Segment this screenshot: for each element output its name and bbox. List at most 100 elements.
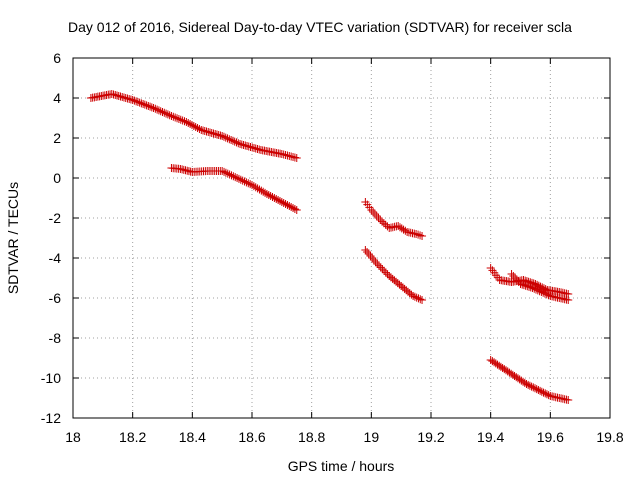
- data-point-track-6: [518, 280, 527, 289]
- data-point-track-6: [540, 289, 549, 298]
- data-point-track-4: [361, 246, 370, 254]
- data-point-track-1: [147, 103, 156, 112]
- data-point-track-2: [246, 180, 255, 189]
- y-tick-label: -10: [41, 370, 61, 386]
- x-tick-label: 18: [65, 429, 81, 445]
- x-tick-label: 19: [364, 429, 380, 445]
- data-point-track-6: [528, 284, 537, 292]
- data-point-track-1: [171, 113, 180, 122]
- data-point-track-1: [130, 96, 139, 105]
- data-point-track-7: [491, 359, 500, 368]
- data-point-track-6: [512, 276, 521, 284]
- data-point-track-1: [158, 108, 167, 116]
- data-point-track-7: [542, 390, 551, 399]
- data-point-track-6: [507, 270, 516, 278]
- data-point-track-2: [218, 167, 227, 175]
- data-point-track-7: [534, 386, 543, 394]
- data-point-track-1: [184, 119, 193, 127]
- data-point-track-2: [268, 193, 277, 201]
- y-tick-label: 4: [53, 90, 61, 106]
- data-point-track-3: [376, 216, 385, 224]
- data-point-track-6: [532, 285, 541, 294]
- data-point-track-2: [275, 197, 284, 205]
- data-point-track-2: [272, 195, 281, 203]
- y-tick-label: -2: [49, 210, 62, 226]
- data-point-track-1: [230, 137, 239, 146]
- data-point-track-6: [537, 288, 546, 296]
- data-point-track-1: [128, 96, 137, 104]
- y-tick-label: -6: [49, 290, 62, 306]
- data-point-track-4: [369, 256, 378, 264]
- data-point-track-1: [225, 135, 234, 144]
- data-point-track-2: [236, 175, 245, 184]
- data-point-track-7: [544, 391, 553, 400]
- data-point-track-4: [376, 263, 385, 272]
- data-point-track-4: [409, 292, 418, 300]
- data-point-track-7: [498, 364, 507, 372]
- data-point-track-4: [378, 265, 387, 274]
- data-point-track-1: [187, 121, 196, 129]
- data-point-track-1: [153, 105, 162, 114]
- data-point-track-1: [176, 115, 185, 124]
- data-point-track-2: [277, 198, 286, 206]
- data-point-track-1: [193, 124, 202, 132]
- data-point-track-1: [174, 115, 183, 123]
- data-point-track-2: [264, 191, 273, 199]
- data-point-track-2: [229, 172, 238, 181]
- data-point-track-1: [156, 107, 165, 116]
- x-tick-label: 19.4: [477, 429, 504, 445]
- x-tick-label: 18.6: [238, 429, 265, 445]
- data-point-track-7: [522, 380, 531, 388]
- data-point-track-1: [169, 112, 178, 121]
- data-point-track-3: [374, 214, 383, 222]
- data-point-track-3: [414, 230, 423, 239]
- data-point-track-7: [530, 384, 539, 393]
- data-point-track-1: [162, 109, 171, 118]
- data-point-track-2: [266, 192, 275, 200]
- data-point-track-4: [371, 258, 380, 266]
- x-tick-label: 18.4: [179, 429, 206, 445]
- data-point-track-1: [139, 100, 148, 108]
- data-point-track-1: [167, 112, 176, 120]
- data-point-track-1: [173, 114, 182, 123]
- data-point-track-2: [290, 205, 299, 213]
- data-point-track-2: [257, 186, 266, 195]
- data-point-track-6: [523, 282, 532, 291]
- data-point-track-6: [533, 286, 542, 295]
- data-point-track-2: [240, 177, 249, 186]
- data-point-track-1: [180, 117, 189, 126]
- data-point-track-7: [513, 374, 522, 383]
- data-point-track-1: [178, 116, 187, 125]
- data-point-track-4: [416, 295, 425, 304]
- data-point-track-1: [191, 123, 200, 131]
- data-point-track-1: [232, 138, 241, 147]
- data-point-track-1: [228, 136, 237, 145]
- data-point-track-7: [500, 365, 509, 374]
- data-point-track-2: [238, 176, 247, 185]
- grid: [73, 58, 610, 418]
- data-point-track-7: [502, 366, 511, 375]
- chart-title: Day 012 of 2016, Sidereal Day-to-day VTE…: [68, 19, 572, 35]
- data-point-track-7: [495, 361, 504, 370]
- y-tick-label: -4: [49, 250, 62, 266]
- data-point-track-1: [142, 101, 151, 110]
- data-point-track-1: [163, 110, 172, 119]
- data-point-track-3: [418, 232, 427, 240]
- data-point-track-3: [369, 208, 378, 216]
- x-tick-label: 19.6: [537, 429, 564, 445]
- data-point-track-1: [137, 99, 146, 108]
- data-point-track-2: [274, 196, 283, 204]
- data-point-track-7: [515, 375, 524, 384]
- data-point-track-1: [292, 154, 301, 162]
- data-point-track-4: [368, 254, 377, 262]
- data-point-track-3: [383, 222, 392, 231]
- y-axis-label: SDTVAR / TECUs: [5, 182, 21, 294]
- data-point-track-7: [529, 383, 538, 392]
- data-point-track-7: [537, 387, 546, 396]
- data-point-track-1: [195, 125, 204, 133]
- data-point-track-2: [227, 171, 236, 180]
- data-point-track-1: [165, 111, 174, 120]
- data-point-track-1: [234, 139, 243, 148]
- data-point-track-2: [262, 190, 271, 198]
